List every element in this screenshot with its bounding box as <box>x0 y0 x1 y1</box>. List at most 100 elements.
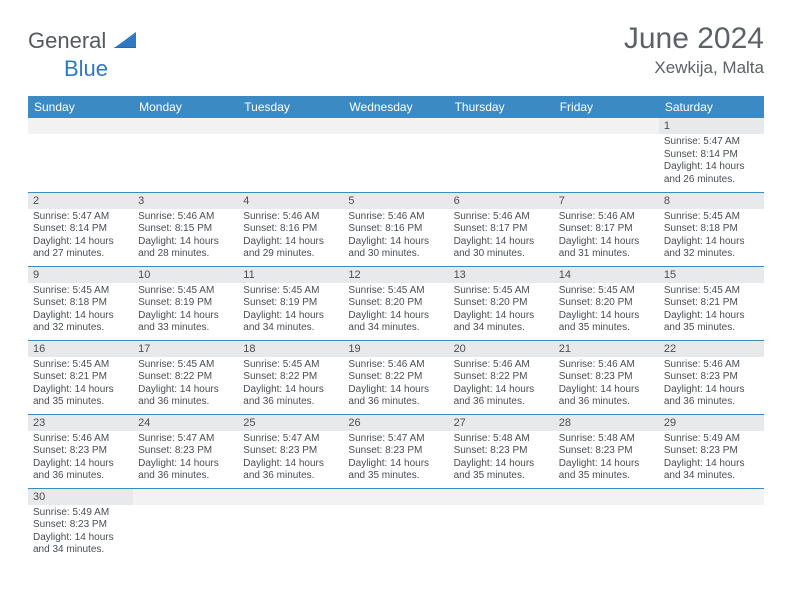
daylight-text: and 36 minutes. <box>243 470 338 483</box>
sunrise-text: Sunrise: 5:45 AM <box>454 285 549 298</box>
daylight-text: and 28 minutes. <box>138 248 233 261</box>
calendar-cell: 12Sunrise: 5:45 AMSunset: 8:20 PMDayligh… <box>343 266 448 340</box>
day-info: Sunrise: 5:46 AMSunset: 8:15 PMDaylight:… <box>133 209 238 263</box>
daylight-text: Daylight: 14 hours <box>559 384 654 397</box>
day-number: 24 <box>133 415 238 431</box>
daylight-text: Daylight: 14 hours <box>664 384 759 397</box>
daylight-text: and 36 minutes. <box>454 396 549 409</box>
calendar-cell <box>659 488 764 562</box>
calendar-cell: 30Sunrise: 5:49 AMSunset: 8:23 PMDayligh… <box>28 488 133 562</box>
daylight-text: and 26 minutes. <box>664 174 759 187</box>
calendar-cell <box>554 488 659 562</box>
day-header: Sunday <box>28 96 133 118</box>
day-number: 20 <box>449 341 554 357</box>
sunrise-text: Sunrise: 5:45 AM <box>243 285 338 298</box>
day-info: Sunrise: 5:46 AMSunset: 8:22 PMDaylight:… <box>449 357 554 411</box>
calendar-cell: 28Sunrise: 5:48 AMSunset: 8:23 PMDayligh… <box>554 414 659 488</box>
sunset-text: Sunset: 8:21 PM <box>664 297 759 310</box>
calendar-week-row: 23Sunrise: 5:46 AMSunset: 8:23 PMDayligh… <box>28 414 764 488</box>
daylight-text: Daylight: 14 hours <box>33 384 128 397</box>
sunrise-text: Sunrise: 5:46 AM <box>243 211 338 224</box>
sunset-text: Sunset: 8:17 PM <box>454 223 549 236</box>
day-number: 25 <box>238 415 343 431</box>
sunset-text: Sunset: 8:23 PM <box>454 445 549 458</box>
calendar-cell <box>449 488 554 562</box>
daylight-text: and 32 minutes. <box>33 322 128 335</box>
sunrise-text: Sunrise: 5:45 AM <box>33 285 128 298</box>
sunrise-text: Sunrise: 5:46 AM <box>664 359 759 372</box>
sunrise-text: Sunrise: 5:46 AM <box>348 359 443 372</box>
day-number: 9 <box>28 267 133 283</box>
sunset-text: Sunset: 8:16 PM <box>243 223 338 236</box>
day-info: Sunrise: 5:48 AMSunset: 8:23 PMDaylight:… <box>449 431 554 485</box>
sunrise-text: Sunrise: 5:45 AM <box>664 211 759 224</box>
calendar-cell: 19Sunrise: 5:46 AMSunset: 8:22 PMDayligh… <box>343 340 448 414</box>
sunrise-text: Sunrise: 5:45 AM <box>33 359 128 372</box>
day-number <box>449 118 554 134</box>
daylight-text: and 34 minutes. <box>243 322 338 335</box>
calendar-cell: 20Sunrise: 5:46 AMSunset: 8:22 PMDayligh… <box>449 340 554 414</box>
day-number <box>343 489 448 505</box>
title-block: June 2024 Xewkija, Malta <box>624 22 764 78</box>
daylight-text: Daylight: 14 hours <box>138 458 233 471</box>
sunrise-text: Sunrise: 5:45 AM <box>243 359 338 372</box>
sunset-text: Sunset: 8:22 PM <box>454 371 549 384</box>
sunset-text: Sunset: 8:19 PM <box>243 297 338 310</box>
day-number: 7 <box>554 193 659 209</box>
daylight-text: and 36 minutes. <box>243 396 338 409</box>
day-number: 11 <box>238 267 343 283</box>
calendar-week-row: 9Sunrise: 5:45 AMSunset: 8:18 PMDaylight… <box>28 266 764 340</box>
day-number <box>554 118 659 134</box>
sunrise-text: Sunrise: 5:45 AM <box>559 285 654 298</box>
day-number: 26 <box>343 415 448 431</box>
day-header: Thursday <box>449 96 554 118</box>
day-info: Sunrise: 5:45 AMSunset: 8:22 PMDaylight:… <box>238 357 343 411</box>
daylight-text: and 36 minutes. <box>664 396 759 409</box>
calendar-cell: 8Sunrise: 5:45 AMSunset: 8:18 PMDaylight… <box>659 192 764 266</box>
day-header: Saturday <box>659 96 764 118</box>
day-number <box>28 118 133 134</box>
daylight-text: Daylight: 14 hours <box>454 236 549 249</box>
day-header: Tuesday <box>238 96 343 118</box>
daylight-text: and 35 minutes. <box>559 322 654 335</box>
day-info: Sunrise: 5:48 AMSunset: 8:23 PMDaylight:… <box>554 431 659 485</box>
day-info: Sunrise: 5:46 AMSunset: 8:23 PMDaylight:… <box>659 357 764 411</box>
sunrise-text: Sunrise: 5:47 AM <box>664 136 759 149</box>
day-number: 30 <box>28 489 133 505</box>
calendar-week-row: 16Sunrise: 5:45 AMSunset: 8:21 PMDayligh… <box>28 340 764 414</box>
sunrise-text: Sunrise: 5:45 AM <box>664 285 759 298</box>
day-info: Sunrise: 5:45 AMSunset: 8:20 PMDaylight:… <box>449 283 554 337</box>
day-number: 19 <box>343 341 448 357</box>
calendar-week-row: 30Sunrise: 5:49 AMSunset: 8:23 PMDayligh… <box>28 488 764 562</box>
sunrise-text: Sunrise: 5:48 AM <box>559 433 654 446</box>
day-number: 12 <box>343 267 448 283</box>
calendar-cell <box>343 488 448 562</box>
day-info: Sunrise: 5:47 AMSunset: 8:14 PMDaylight:… <box>28 209 133 263</box>
day-info: Sunrise: 5:45 AMSunset: 8:18 PMDaylight:… <box>28 283 133 337</box>
sunset-text: Sunset: 8:14 PM <box>664 149 759 162</box>
daylight-text: and 27 minutes. <box>33 248 128 261</box>
daylight-text: and 34 minutes. <box>664 470 759 483</box>
calendar-cell: 3Sunrise: 5:46 AMSunset: 8:15 PMDaylight… <box>133 192 238 266</box>
day-info: Sunrise: 5:45 AMSunset: 8:20 PMDaylight:… <box>554 283 659 337</box>
day-info: Sunrise: 5:46 AMSunset: 8:17 PMDaylight:… <box>449 209 554 263</box>
calendar-cell: 29Sunrise: 5:49 AMSunset: 8:23 PMDayligh… <box>659 414 764 488</box>
day-number <box>133 118 238 134</box>
day-number: 18 <box>238 341 343 357</box>
calendar-cell: 27Sunrise: 5:48 AMSunset: 8:23 PMDayligh… <box>449 414 554 488</box>
location: Xewkija, Malta <box>624 58 764 78</box>
day-number: 1 <box>659 118 764 134</box>
daylight-text: Daylight: 14 hours <box>243 310 338 323</box>
daylight-text: and 36 minutes. <box>138 470 233 483</box>
calendar-cell: 4Sunrise: 5:46 AMSunset: 8:16 PMDaylight… <box>238 192 343 266</box>
sunrise-text: Sunrise: 5:46 AM <box>559 359 654 372</box>
sunrise-text: Sunrise: 5:49 AM <box>664 433 759 446</box>
day-number <box>343 118 448 134</box>
day-info: Sunrise: 5:45 AMSunset: 8:19 PMDaylight:… <box>238 283 343 337</box>
sunrise-text: Sunrise: 5:47 AM <box>33 211 128 224</box>
daylight-text: and 35 minutes. <box>348 470 443 483</box>
sunrise-text: Sunrise: 5:46 AM <box>348 211 443 224</box>
day-number: 6 <box>449 193 554 209</box>
daylight-text: Daylight: 14 hours <box>664 161 759 174</box>
calendar-cell <box>343 118 448 192</box>
